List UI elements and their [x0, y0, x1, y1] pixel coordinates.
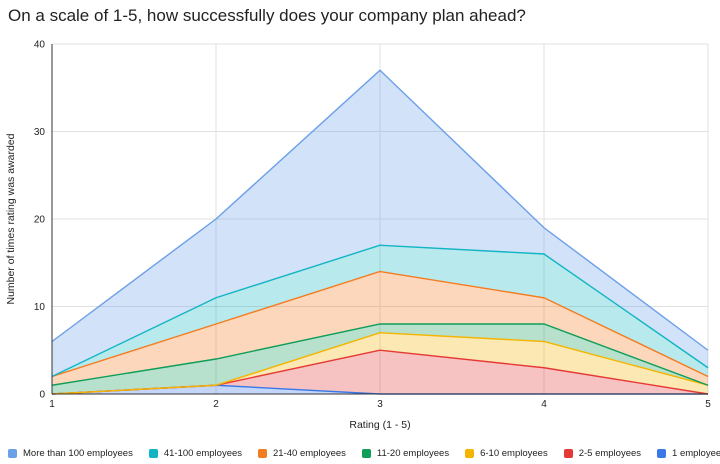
legend-swatch [657, 448, 667, 458]
legend-label: 21-40 employees [273, 447, 346, 459]
legend-label: 41-100 employees [163, 447, 243, 459]
legend: More than 100 employees 41-100 employees 2… [8, 445, 720, 461]
legend-label: 6-10 employees [480, 447, 548, 459]
x-tick-label: 4 [541, 399, 547, 410]
y-tick-label: 0 [39, 390, 45, 401]
legend-swatch [563, 448, 573, 458]
legend-item-6-10-employees[interactable]: 6-10 employees [465, 448, 548, 459]
axes [51, 44, 708, 395]
chart-title: On a scale of 1-5, how successfully does… [8, 6, 526, 25]
legend-item-11-20-employees[interactable]: 11-20 employees [361, 447, 450, 459]
line-11-20-employees [51, 323, 709, 386]
legend-item-21-40-employees[interactable]: 21-40 employees [258, 448, 346, 459]
legend-item-1-employee[interactable]: 1 employee [657, 448, 720, 459]
line-21-40-employees [51, 270, 709, 378]
legend-label: 1 employee [672, 447, 720, 459]
x-tick-label: 3 [377, 399, 383, 410]
legend-item-41-100-employees[interactable]: 41-100 employees [148, 447, 243, 459]
legend-label: 11-20 employees [376, 447, 450, 459]
tick-labels: 0 10 20 30 40 1 2 3 4 5 [34, 40, 711, 411]
line-41-100-employees [51, 244, 709, 378]
area-21-40-employees [52, 271, 708, 386]
area-2-5-employees [52, 350, 708, 394]
x-tick-label: 2 [213, 399, 219, 410]
legend-swatch [258, 448, 268, 458]
y-axis-title: Number of times rating was awarded [5, 133, 17, 304]
x-tick-label: 5 [705, 399, 711, 410]
y-tick-label: 10 [34, 302, 46, 313]
x-axis-title: Rating (1 - 5) [349, 419, 410, 431]
plot-areas [51, 69, 709, 395]
area-more-than-100-employees [52, 70, 708, 377]
line-6-10-employees [51, 332, 709, 395]
area-41-100-employees [52, 245, 708, 377]
legend-swatch [361, 448, 371, 458]
y-tick-label: 30 [34, 127, 46, 138]
line-more-than-100-employees [51, 69, 709, 351]
x-tick-label: 1 [49, 399, 55, 410]
legend-item-more-than-100-employees[interactable]: More than 100 employees [8, 448, 133, 459]
legend-swatch [465, 448, 475, 458]
area-6-10-employees [52, 332, 708, 394]
legend-item-2-5-employees[interactable]: 2-5 employees [563, 447, 642, 459]
y-tick-label: 20 [34, 215, 46, 226]
gridlines [51, 43, 709, 394]
legend-swatch [148, 448, 158, 458]
legend-label: 2-5 employees [578, 447, 642, 459]
legend-swatch [8, 448, 17, 458]
y-tick-label: 40 [34, 40, 46, 51]
area-1-employee [52, 385, 708, 394]
legend-label: More than 100 employees [23, 447, 133, 459]
